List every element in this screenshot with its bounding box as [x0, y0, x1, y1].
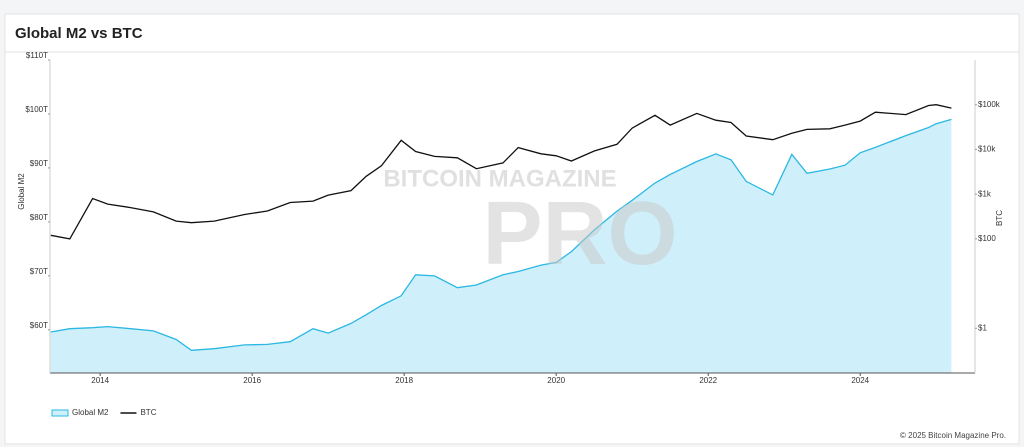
y2-tick-label: $10k — [978, 145, 996, 154]
y-tick-label: $70T — [30, 267, 48, 276]
y-tick-label: $110T — [26, 51, 48, 60]
plot — [50, 104, 952, 374]
y2-axis-title: BTC — [995, 210, 1004, 226]
y2-tick-label: $100 — [978, 234, 996, 243]
y-tick-label: $100T — [25, 105, 48, 114]
legend-swatch — [51, 409, 69, 417]
x-tick-label: 2014 — [91, 376, 109, 385]
y-axis-title: Global M2 — [17, 173, 26, 210]
line — [50, 104, 952, 240]
y2-tick-label: $1k — [978, 189, 992, 198]
x-tick-label: 2024 — [851, 376, 869, 385]
footer: © 2025 Bitcoin Magazine Pro. — [900, 431, 1006, 440]
watermark-top: BITCOIN MAGAZINE — [383, 165, 616, 192]
x-tick-label: 2016 — [243, 376, 261, 385]
x-tick-label: 2020 — [547, 376, 565, 385]
x-tick-label: 2022 — [699, 376, 717, 385]
legend-label: BTC — [140, 408, 156, 417]
y-tick-label: $60T — [30, 321, 48, 330]
y-tick-label: $80T — [30, 213, 48, 222]
chart-title: Global M2 vs BTC — [15, 25, 143, 42]
x-tick-label: 2018 — [395, 376, 413, 385]
watermark-main: PRO — [482, 184, 677, 284]
y-tick-label: $90T — [30, 159, 48, 168]
line — [50, 118, 952, 351]
y2-tick-label: $100k — [978, 100, 1001, 109]
area — [50, 119, 952, 374]
y2-tick-label: $1 — [978, 323, 987, 332]
legend-label: Global M2 — [72, 408, 109, 417]
